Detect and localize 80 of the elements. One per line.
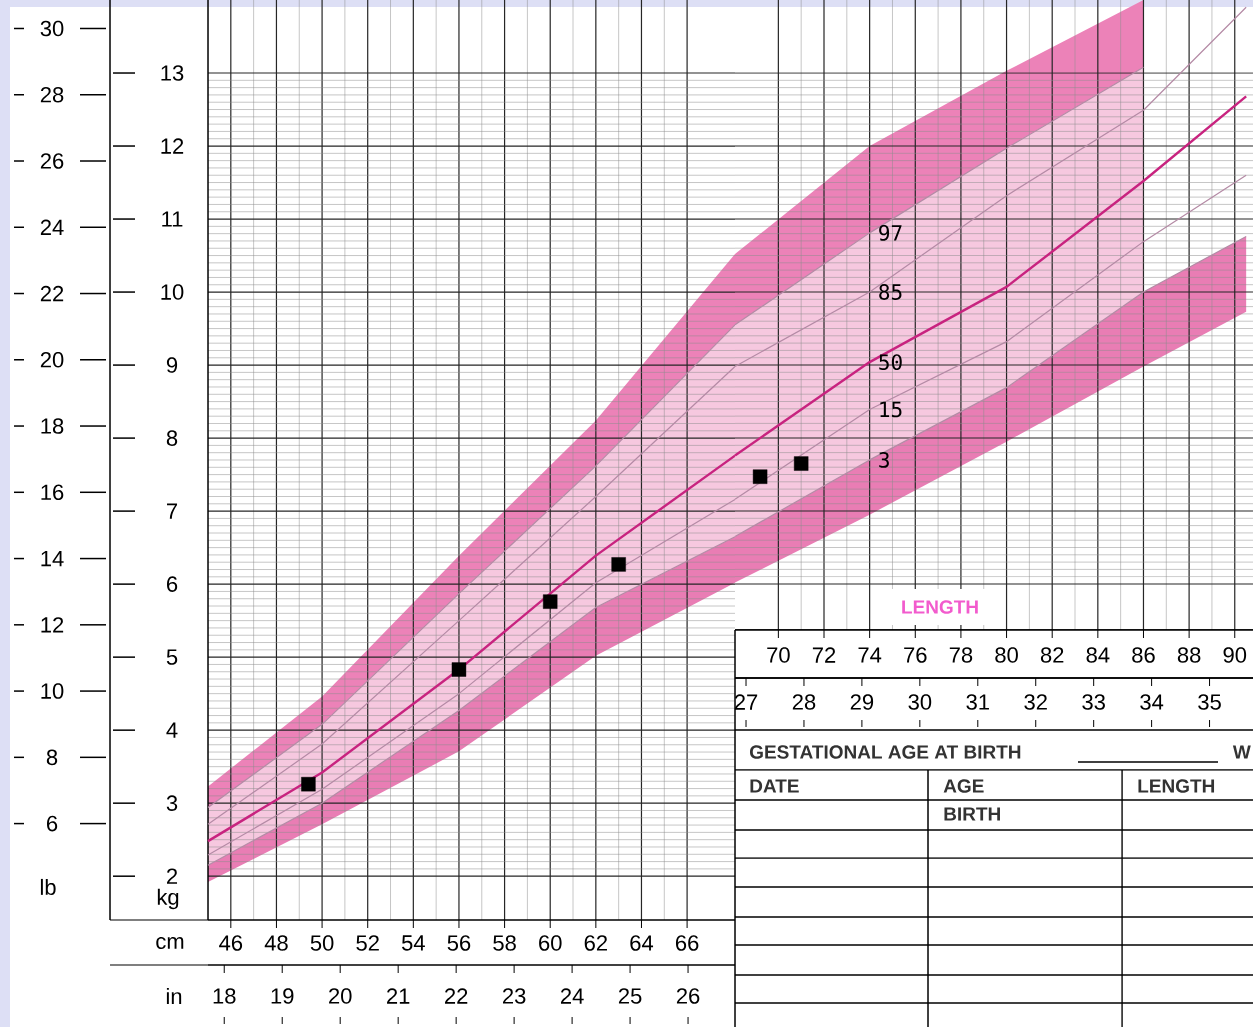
y2-tick-label: 8 bbox=[46, 749, 58, 766]
x-tick-label: 80 bbox=[995, 647, 1018, 663]
text: BIRTH bbox=[944, 807, 1000, 821]
y-tick-label: 13 bbox=[161, 65, 184, 81]
x2-tick-label: 24 bbox=[560, 988, 584, 1004]
x2-tick-label: 18 bbox=[213, 988, 236, 1004]
x-tick-label: 78 bbox=[949, 647, 973, 663]
x2-tick-label: 33 bbox=[1082, 694, 1105, 710]
y2-tick-label: 28 bbox=[40, 86, 64, 103]
x-tick-label: 76 bbox=[904, 647, 927, 663]
y-tick-label: 5 bbox=[166, 649, 178, 665]
y2-tick-label: 26 bbox=[40, 153, 64, 169]
x-tick-label: 72 bbox=[812, 647, 836, 663]
x-tick-label: 82 bbox=[1040, 647, 1064, 663]
y-tick-label: 9 bbox=[166, 357, 178, 373]
x-tick-label: 64 bbox=[630, 935, 654, 951]
series-label: 97 bbox=[879, 224, 902, 241]
text: W bbox=[1232, 745, 1251, 759]
x-tick-label: 50 bbox=[310, 935, 334, 951]
x2-tick-label: 26 bbox=[676, 988, 700, 1004]
y-tick-label: 8 bbox=[166, 430, 178, 446]
y2-tick-label: 22 bbox=[40, 285, 64, 302]
x-tick-label: 88 bbox=[1177, 647, 1201, 663]
y2-tick-label: 16 bbox=[41, 484, 64, 501]
y2-axis-title: lb bbox=[40, 878, 56, 896]
y-tick-label: 2 bbox=[167, 868, 178, 884]
y-tick-label: 3 bbox=[166, 795, 178, 811]
x-tick-label: 60 bbox=[539, 935, 562, 951]
y2-tick-label: 12 bbox=[41, 617, 64, 633]
text: GESTATIONAL AGE AT BIRTH bbox=[749, 745, 1021, 759]
x-tick-label: 84 bbox=[1086, 647, 1110, 663]
x2-tick-label: 20 bbox=[329, 988, 352, 1004]
x2-tick-label: 30 bbox=[908, 694, 932, 710]
x-tick-label: 52 bbox=[356, 935, 379, 951]
x-tick-label: 58 bbox=[493, 935, 516, 951]
x2-tick-label: 32 bbox=[1024, 694, 1047, 710]
y2-tick-label: 18 bbox=[41, 418, 64, 434]
x-tick-label: 70 bbox=[767, 647, 790, 663]
y2-tick-label: 6 bbox=[47, 815, 58, 832]
x-tick-label: 74 bbox=[858, 647, 882, 663]
x2-tick-label: 25 bbox=[618, 988, 642, 1004]
series-label: 15 bbox=[880, 401, 902, 418]
x2-tick-label: 22 bbox=[445, 988, 468, 1004]
series-label: 50 bbox=[879, 354, 902, 371]
x-tick-label: 46 bbox=[219, 935, 243, 951]
x2-tick-label: 31 bbox=[966, 694, 989, 710]
series-label: 3 bbox=[879, 451, 889, 468]
x2-axis-title: in bbox=[166, 988, 182, 1004]
x2-tick-label: 28 bbox=[792, 694, 816, 710]
y-tick-label: 10 bbox=[161, 284, 184, 300]
annotation: LENGTH bbox=[902, 600, 978, 614]
x-tick-label: 56 bbox=[447, 935, 471, 951]
x2-tick-label: 35 bbox=[1198, 694, 1221, 710]
y2-tick-label: 10 bbox=[41, 683, 64, 699]
y-tick-label: 6 bbox=[167, 576, 178, 592]
y2-tick-label: 14 bbox=[41, 550, 64, 567]
series-label: 85 bbox=[879, 284, 902, 300]
y2-tick-label: 30 bbox=[40, 20, 64, 37]
x2-tick-label: 19 bbox=[271, 988, 294, 1004]
x-tick-label: 90 bbox=[1223, 647, 1247, 663]
x-tick-label: 62 bbox=[584, 935, 607, 951]
y-tick-label: 12 bbox=[161, 138, 184, 154]
text: AGE bbox=[943, 779, 984, 793]
y-tick-label: 11 bbox=[162, 211, 183, 227]
y2-tick-label: 20 bbox=[40, 351, 64, 368]
x2-tick-label: 34 bbox=[1140, 694, 1164, 710]
x-tick-label: 48 bbox=[264, 935, 288, 951]
x-tick-label: 86 bbox=[1132, 647, 1155, 663]
text: LENGTH bbox=[1138, 779, 1215, 793]
y-tick-label: 7 bbox=[167, 503, 178, 519]
x2-tick-label: 21 bbox=[387, 988, 410, 1004]
y-tick-label: 4 bbox=[166, 722, 178, 738]
text: DATE bbox=[750, 779, 799, 793]
x-axis-title: cm bbox=[156, 936, 184, 950]
x2-tick-label: 23 bbox=[503, 988, 526, 1004]
x2-tick-label: 29 bbox=[850, 694, 874, 710]
x-tick-label: 54 bbox=[401, 935, 425, 951]
y2-tick-label: 24 bbox=[40, 219, 64, 235]
x-tick-label: 66 bbox=[675, 935, 699, 951]
y-axis-title: kg bbox=[157, 888, 179, 910]
